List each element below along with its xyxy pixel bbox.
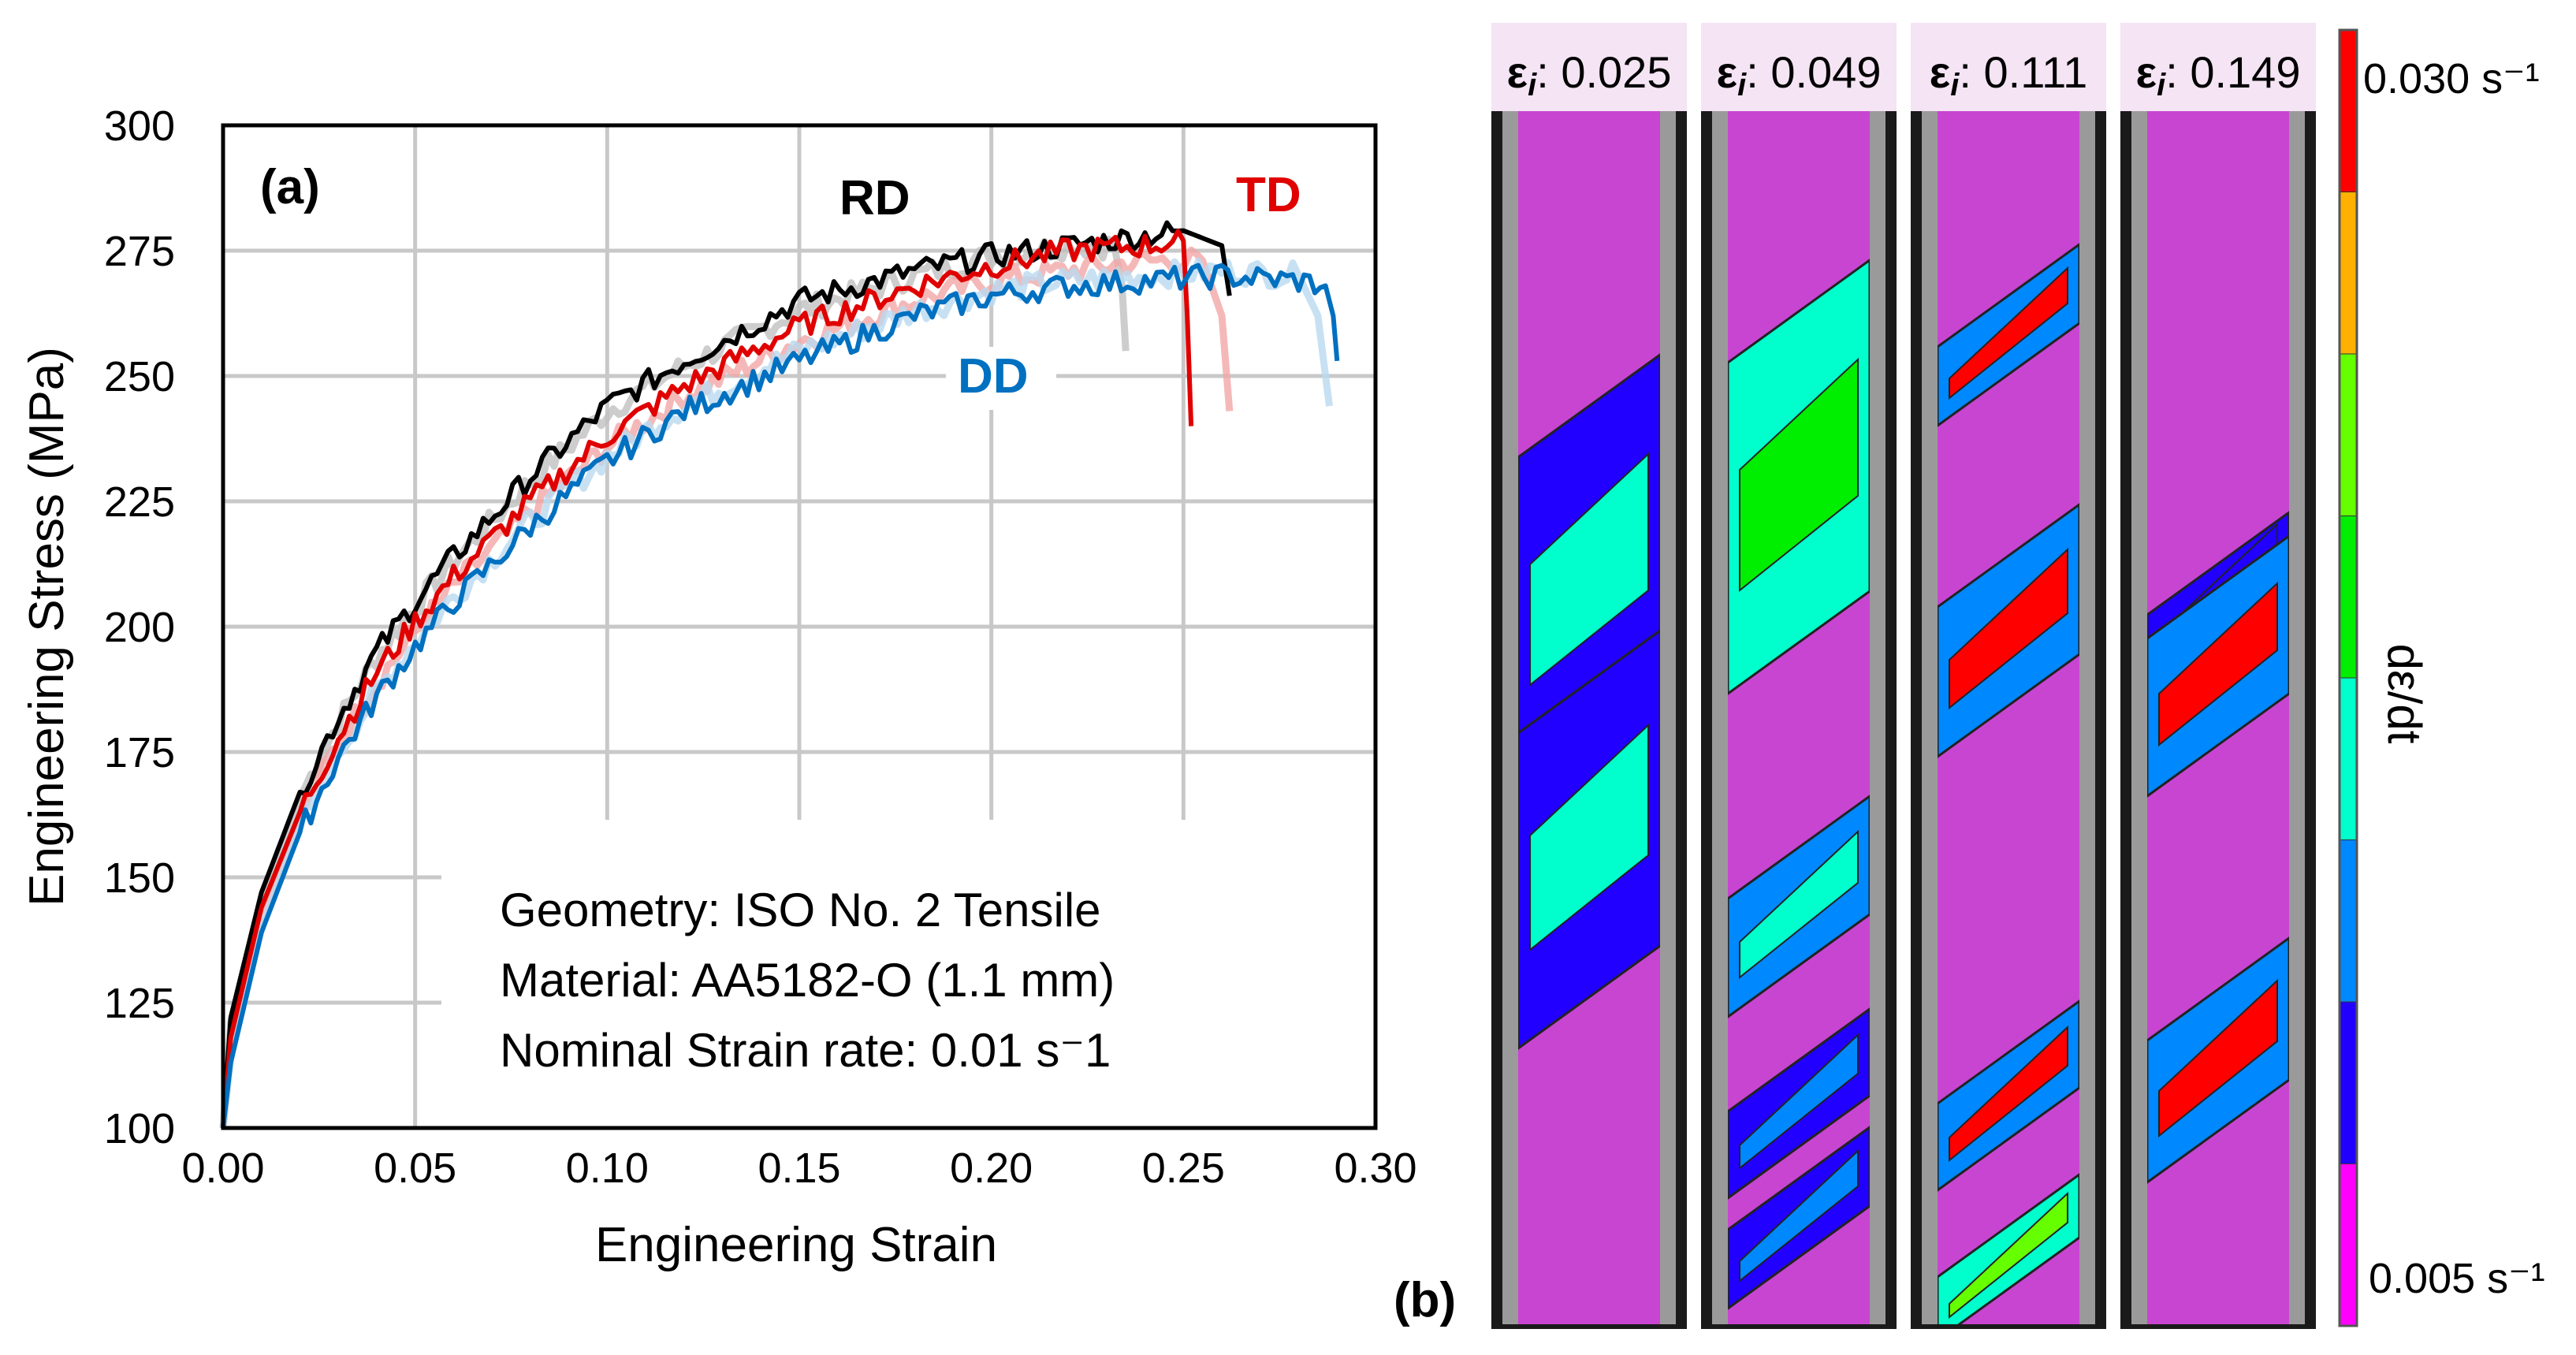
strain-band bbox=[1938, 999, 2079, 1192]
strain-band bbox=[2147, 534, 2289, 798]
specimen-gauge bbox=[1728, 111, 1870, 1324]
specimen-gauge bbox=[1938, 111, 2079, 1324]
strain-band bbox=[1728, 1007, 1870, 1200]
colorbar-segment bbox=[2339, 29, 2358, 192]
annotation-geometry: Geometry: ISO No. 2 Tensile bbox=[500, 884, 1101, 936]
panel-a-label: (a) bbox=[260, 160, 320, 214]
y-tick-label: 275 bbox=[104, 228, 175, 275]
strain-band bbox=[1938, 1173, 2079, 1324]
series-line-rd-replicate bbox=[219, 236, 1130, 1129]
series-line-dd bbox=[221, 262, 1340, 1129]
strain-band-core bbox=[1739, 1148, 1859, 1283]
colorbar-segment bbox=[2339, 1163, 2358, 1327]
x-tick-label: 0.25 bbox=[1142, 1145, 1225, 1192]
strip-strain-label: εi: 0.149 bbox=[2136, 47, 2301, 102]
y-tick-label: 250 bbox=[104, 353, 175, 400]
annotation-material: Material: AA5182-O (1.1 mm) bbox=[500, 954, 1115, 1007]
strain-band-core bbox=[2158, 522, 2278, 641]
strain-band-core bbox=[2158, 978, 2278, 1138]
strain-band-core bbox=[1949, 547, 2068, 710]
curves bbox=[219, 220, 1340, 1129]
strain-band bbox=[1938, 503, 2079, 758]
strain-band-core bbox=[1529, 452, 1649, 687]
colorbar bbox=[2338, 28, 2358, 1327]
strain-band-core bbox=[1739, 1033, 1859, 1171]
grid-lines bbox=[221, 123, 1378, 1130]
legend-label-dd: DD bbox=[958, 349, 1029, 404]
plot-frame bbox=[221, 123, 1378, 1130]
strain-band-core bbox=[1739, 357, 1859, 593]
colorbar-segment bbox=[2339, 192, 2358, 355]
legend-label-td: TD bbox=[1236, 168, 1301, 222]
strip-strain-label: εi: 0.049 bbox=[1717, 47, 1882, 102]
y-tick-label: 150 bbox=[104, 854, 175, 902]
y-tick-label: 225 bbox=[104, 478, 175, 526]
strain-map-strip: εi: 0.025 bbox=[1491, 23, 1687, 1329]
strain-band-core bbox=[1949, 1191, 2068, 1320]
strip-header bbox=[2120, 23, 2316, 111]
x-tick-label: 0.00 bbox=[181, 1145, 264, 1192]
strain-band bbox=[1518, 353, 1660, 790]
strain-band bbox=[1728, 1126, 1870, 1310]
y-axis-title: Engineering Stress (MPa) bbox=[20, 347, 74, 906]
strain-band-core bbox=[2158, 581, 2278, 747]
colorbar-segment bbox=[2339, 839, 2358, 1003]
strip-strain-label: εi: 0.025 bbox=[1507, 47, 1672, 102]
x-tick-label: 0.30 bbox=[1334, 1145, 1416, 1192]
x-tick-label: 0.20 bbox=[950, 1145, 1033, 1192]
colorbar-segment bbox=[2339, 516, 2358, 679]
colorbar-segment bbox=[2339, 1001, 2358, 1164]
strain-band bbox=[1728, 795, 1870, 1018]
strain-map-strip: εi: 0.149 bbox=[2120, 23, 2316, 1329]
strain-band-core bbox=[1949, 1025, 2068, 1163]
tick-labels: 0.00 0.05 0.10 0.15 0.20 0.25 0.30 100 125 150 175… bbox=[104, 102, 1417, 1192]
y-tick-label: 100 bbox=[104, 1105, 175, 1152]
strain-band-core bbox=[1949, 266, 2068, 400]
strip-header bbox=[1911, 23, 2106, 111]
strain-band-core bbox=[1739, 829, 1859, 980]
x-axis-title: Engineering Strain bbox=[595, 1218, 997, 1272]
strain-band bbox=[2147, 511, 2289, 656]
strip-header bbox=[1491, 23, 1687, 111]
strain-band-core bbox=[1529, 723, 1649, 952]
series-line-td bbox=[221, 229, 1194, 1129]
colorbar-title: dε/dt bbox=[2378, 644, 2431, 744]
strain-map-strip: εi: 0.049 bbox=[1701, 23, 1897, 1329]
x-tick-label: 0.15 bbox=[758, 1145, 840, 1192]
colorbar-max-label: 0.030 s⁻¹ bbox=[2363, 55, 2540, 102]
annotation-strain-rate: Nominal Strain rate: 0.01 s⁻1 bbox=[500, 1024, 1111, 1077]
strip-strain-label: εi: 0.111 bbox=[1930, 47, 2088, 102]
specimen-gauge bbox=[2147, 111, 2289, 1324]
stress-strain-chart: 0.00 0.05 0.10 0.15 0.20 0.25 0.30 100 125 150 175… bbox=[20, 102, 1417, 1272]
strain-map-strip: εi: 0.111 bbox=[1911, 23, 2106, 1329]
strain-band bbox=[2147, 936, 2289, 1184]
strain-band bbox=[1518, 629, 1660, 1050]
strain-band bbox=[1938, 243, 2079, 427]
specimen-gauge bbox=[1518, 111, 1660, 1324]
y-tick-label: 175 bbox=[104, 729, 175, 776]
annotation-box bbox=[441, 820, 1374, 1126]
strain-band bbox=[1728, 259, 1870, 695]
legend-label-rd: RD bbox=[839, 171, 910, 225]
y-tick-label: 125 bbox=[104, 980, 175, 1027]
series-line-dd-replicate bbox=[219, 257, 1333, 1129]
colorbar-segment bbox=[2339, 677, 2358, 840]
colorbar-segment bbox=[2339, 353, 2358, 516]
strip-header bbox=[1701, 23, 1897, 111]
y-tick-label: 200 bbox=[104, 604, 175, 651]
x-tick-label: 0.05 bbox=[374, 1145, 456, 1192]
y-tick-label: 300 bbox=[104, 102, 175, 150]
x-tick-label: 0.10 bbox=[566, 1145, 649, 1192]
colorbar-min-label: 0.005 s⁻¹ bbox=[2369, 1255, 2545, 1302]
